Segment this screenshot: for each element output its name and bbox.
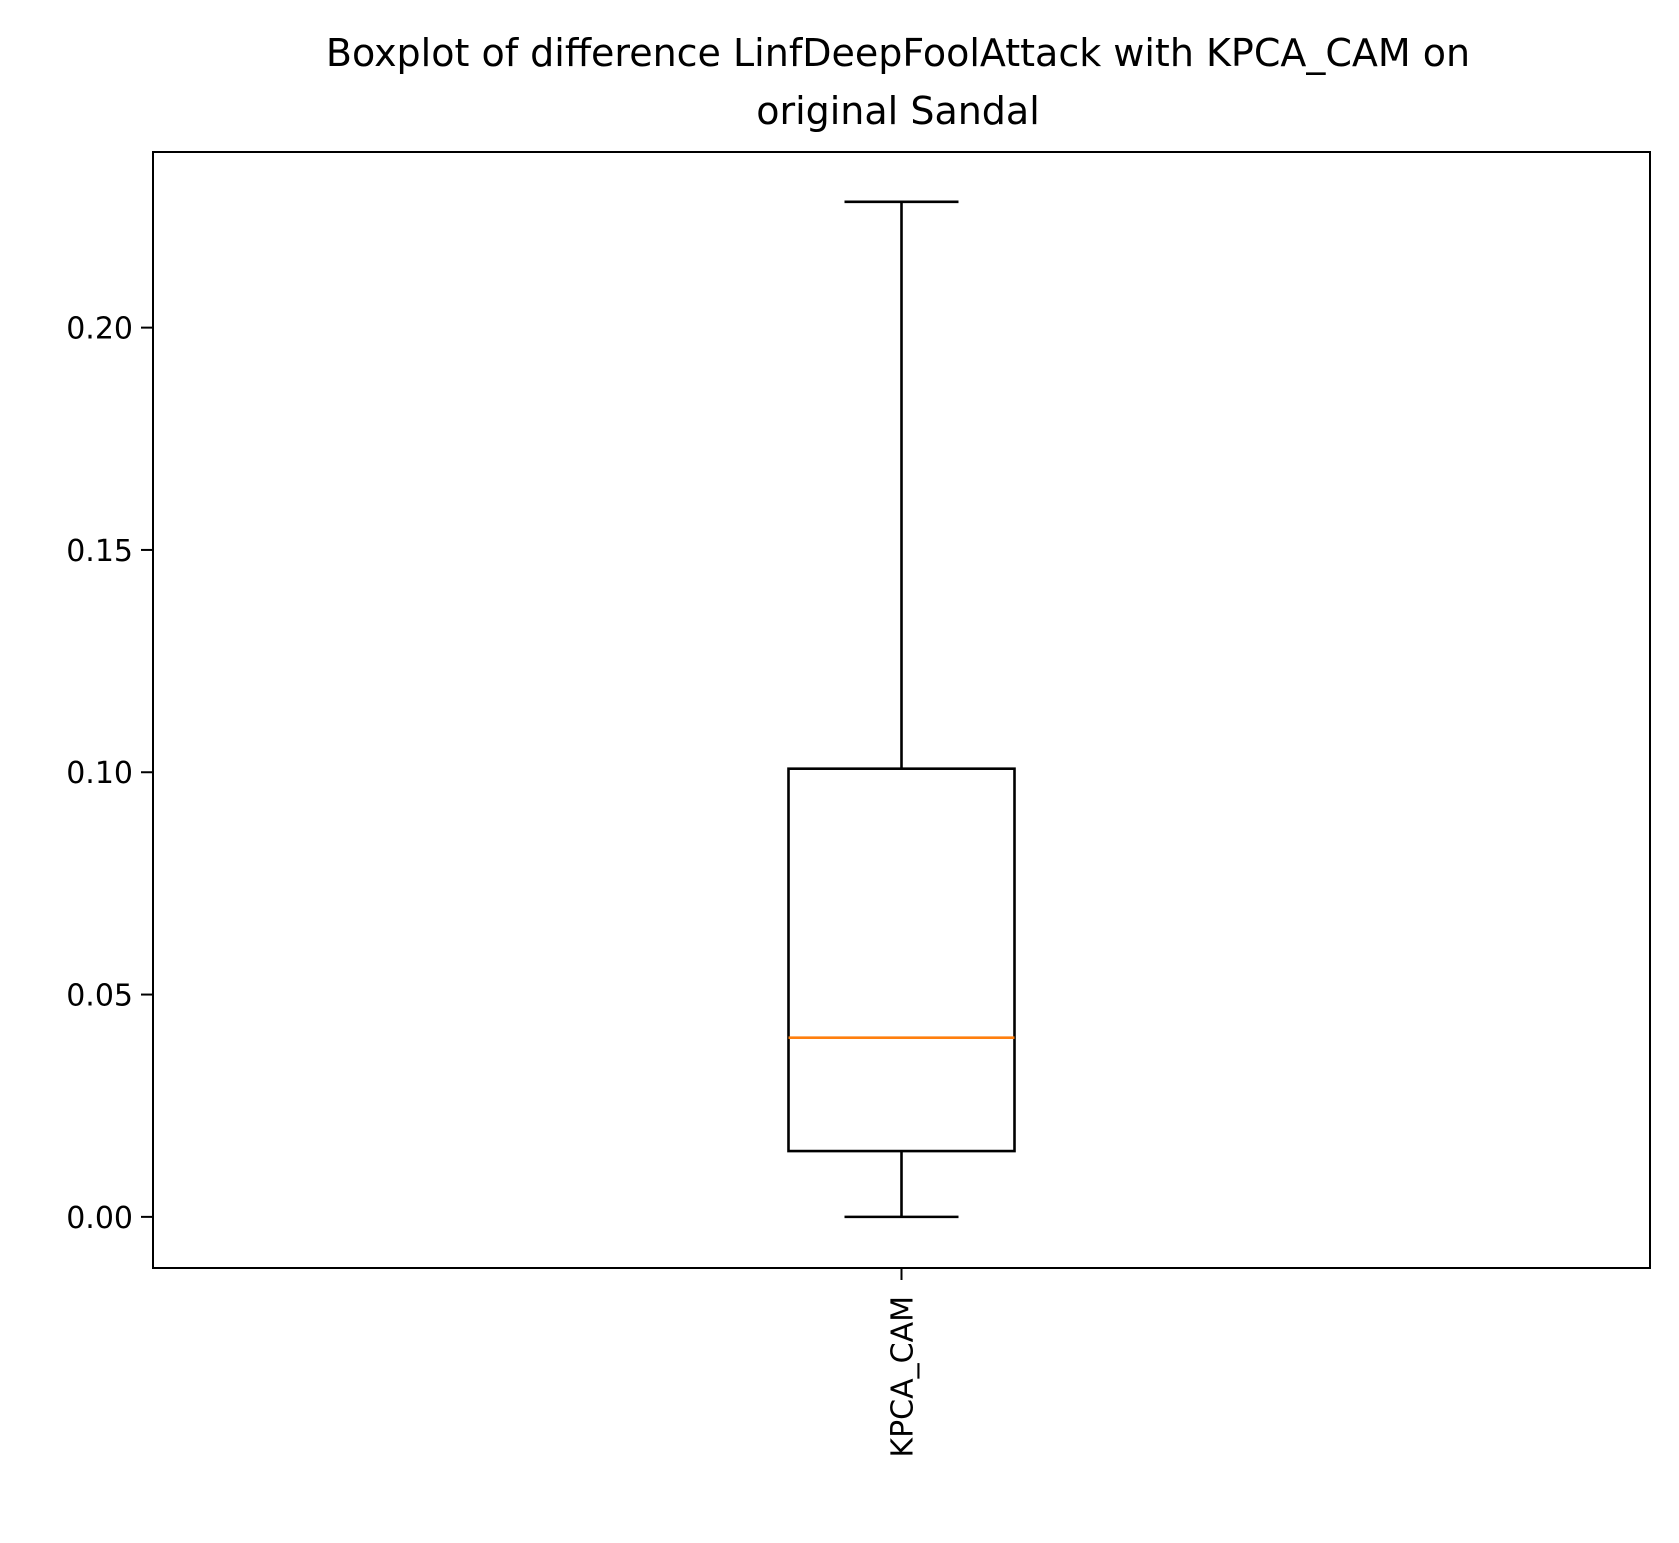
plot-area: 0.00 0.05 0.10 0.15 0.20 KPCA_CAM — [66, 151, 1651, 1458]
y-tick-label: 0.00 — [66, 1201, 133, 1236]
x-tick-label: KPCA_CAM — [886, 1296, 921, 1458]
chart-title-line-2: original Sandal — [756, 89, 1040, 133]
y-tick-label: 0.20 — [66, 312, 133, 347]
box-iqr — [787, 767, 1016, 1153]
y-tick-label: 0.15 — [66, 534, 133, 569]
chart-title-line-1: Boxplot of difference LinfDeepFoolAttack… — [326, 31, 1470, 75]
y-tick-label: 0.10 — [66, 756, 133, 791]
y-tick-label: 0.05 — [66, 979, 133, 1014]
